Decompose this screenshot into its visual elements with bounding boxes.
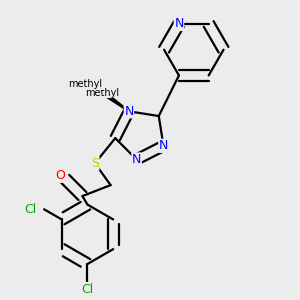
Text: N: N [132, 153, 141, 166]
Text: methyl: methyl [68, 80, 102, 89]
Text: methyl: methyl [85, 88, 119, 98]
Text: S: S [91, 157, 99, 170]
Text: O: O [56, 169, 65, 182]
Text: N: N [159, 139, 168, 152]
Text: Cl: Cl [81, 283, 94, 296]
Text: N: N [124, 105, 134, 118]
Text: N: N [174, 17, 184, 31]
Text: Cl: Cl [24, 203, 36, 216]
